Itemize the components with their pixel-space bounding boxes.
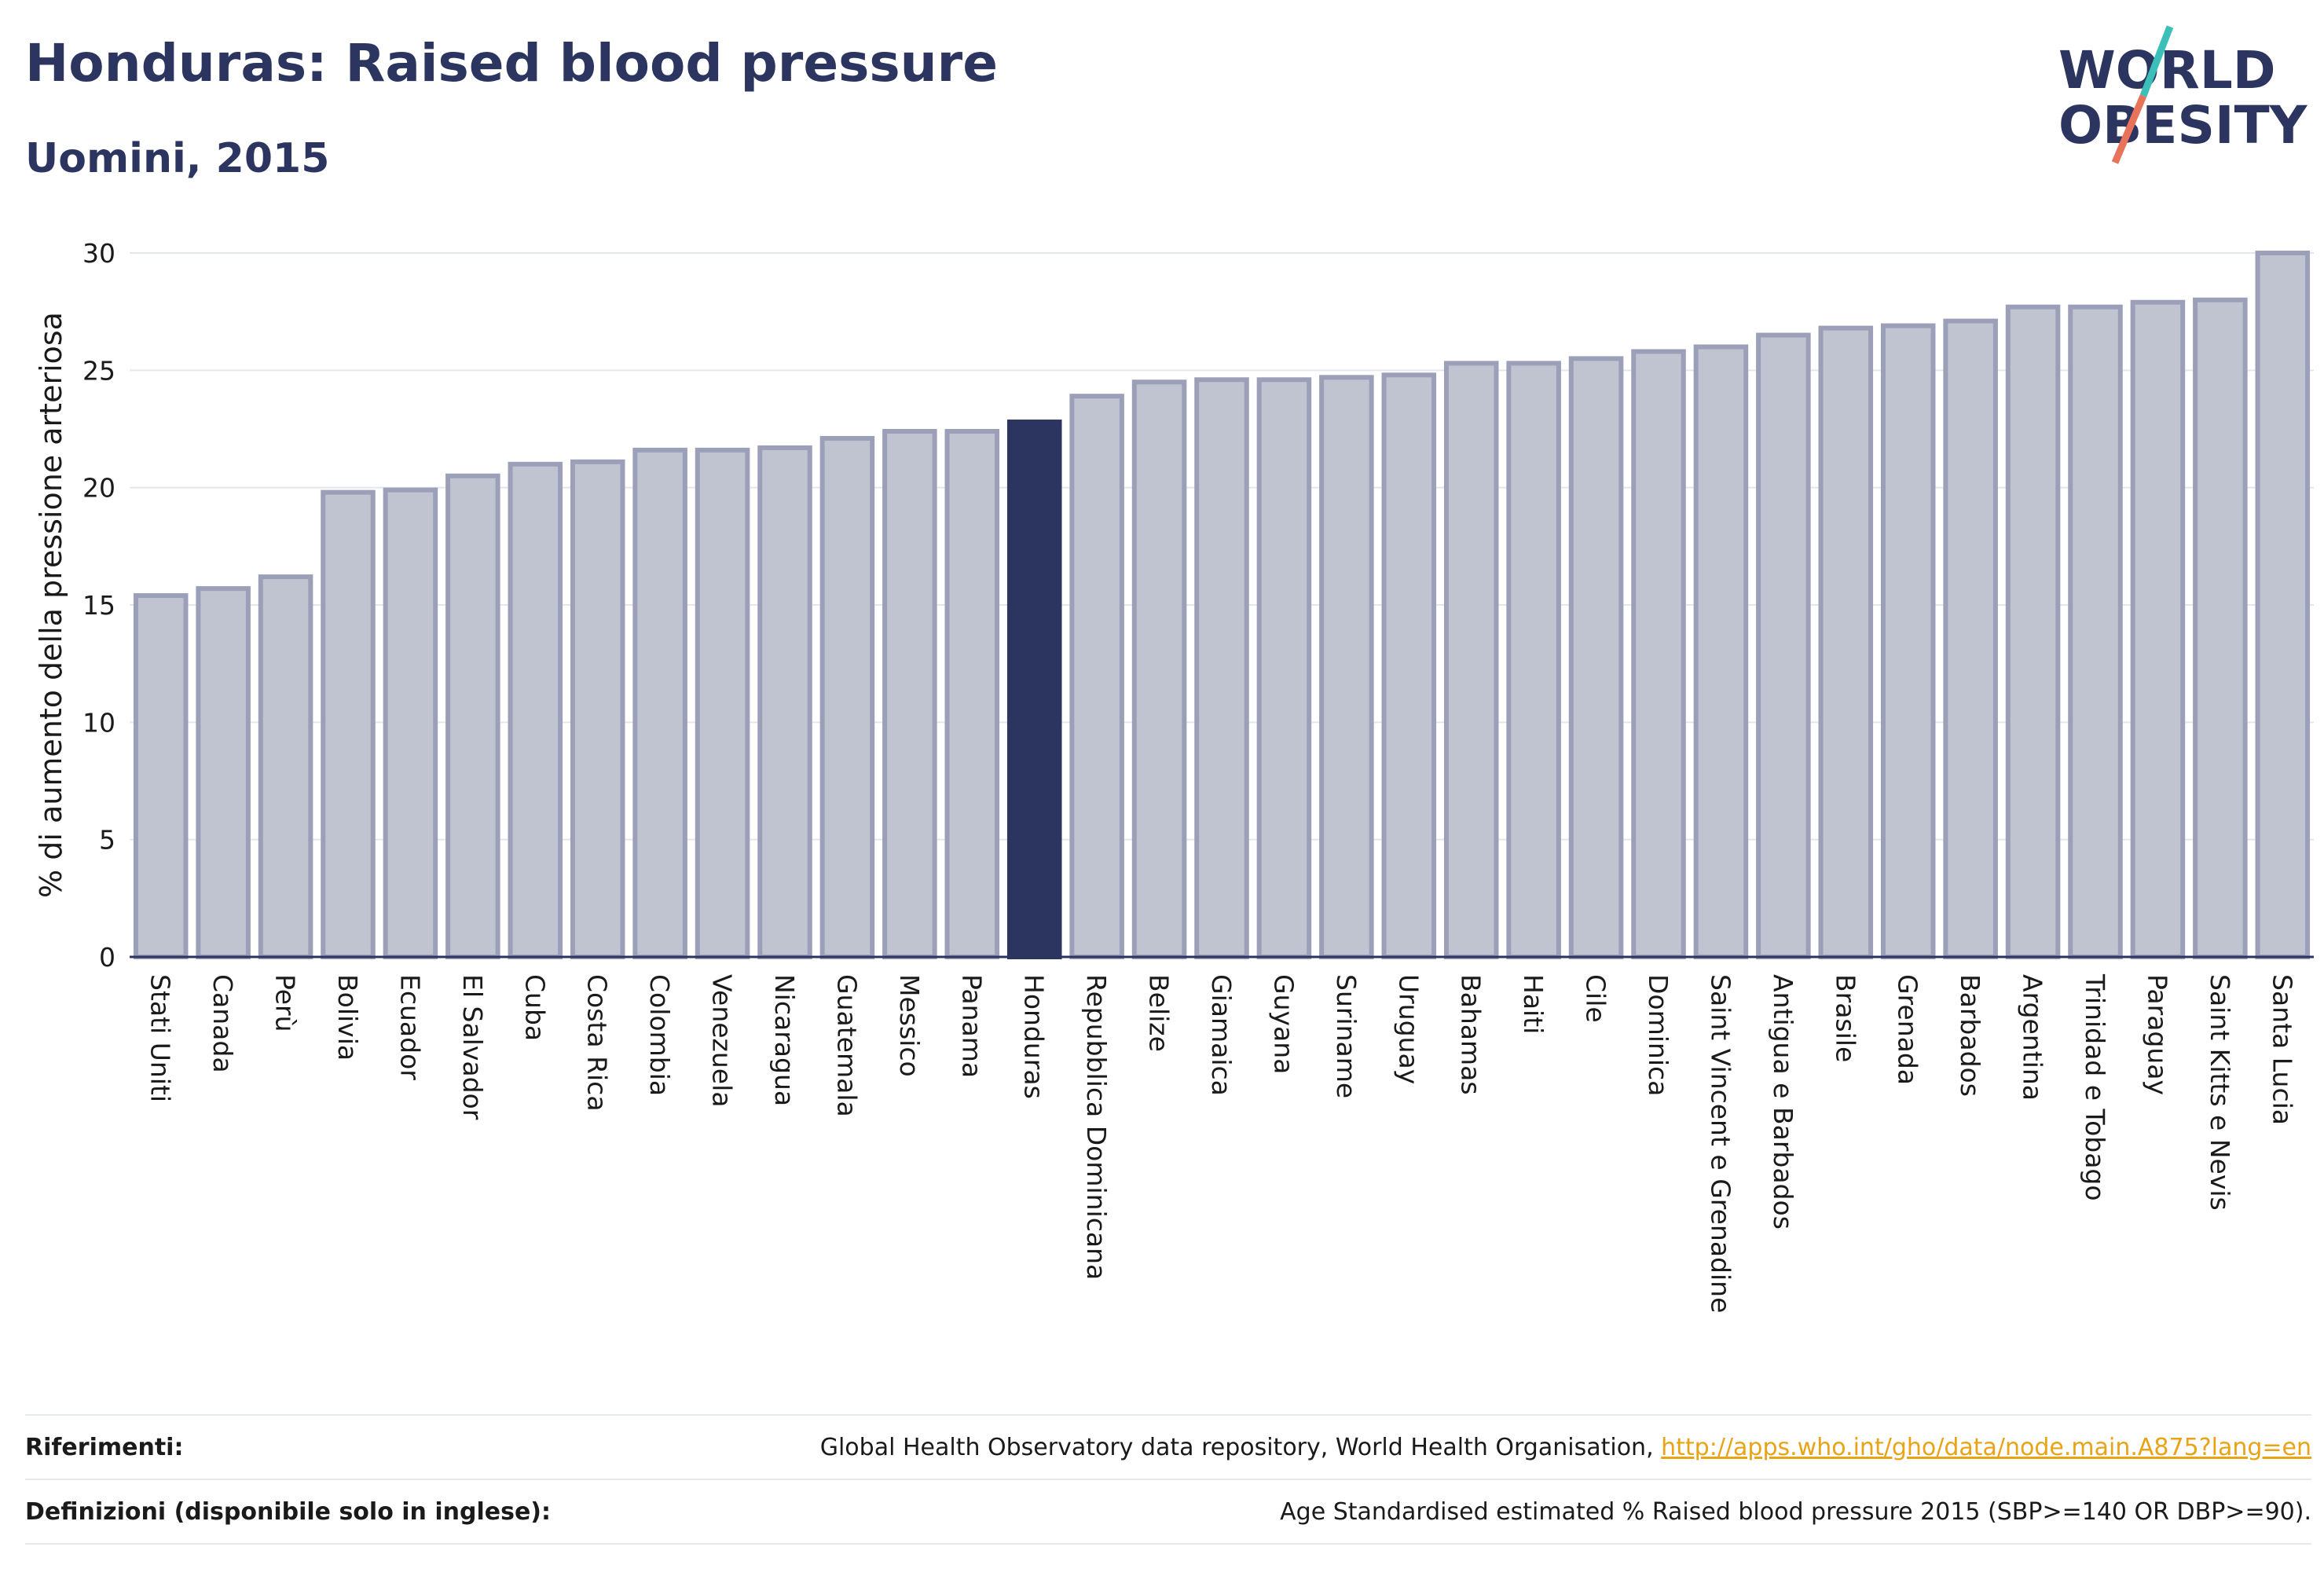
x-category-label: Cile [1581, 974, 1611, 1023]
y-tick-label: 30 [82, 238, 115, 269]
chart-subtitle: Uomini, 2015 [25, 135, 330, 182]
x-category-label: Costa Rica [582, 974, 613, 1112]
bar [445, 473, 500, 959]
x-category-label: Nicaragua [769, 974, 800, 1106]
bar [695, 447, 750, 959]
references-text: Global Health Observatory data repositor… [819, 1433, 1662, 1461]
bar [1443, 361, 1499, 959]
bar [2005, 304, 2061, 959]
x-category-label: Canada [207, 974, 238, 1073]
x-category-label: Barbados [1955, 974, 1985, 1097]
x-category-label: Brasile [1830, 974, 1860, 1062]
bar [1880, 323, 1936, 959]
x-category-label: Venezuela [707, 974, 738, 1107]
y-tick-label: 25 [82, 355, 115, 386]
x-category-label: Messico [894, 974, 925, 1077]
x-category-label: Saint Kitts e Nevis [2205, 974, 2235, 1211]
bar [2130, 299, 2186, 960]
bar [1818, 325, 1874, 960]
world-obesity-logo: WORLD OBESITY [2058, 25, 2308, 164]
x-category-label: Honduras [1019, 974, 1050, 1099]
x-category-label: Stati Uniti [145, 974, 176, 1102]
logo-line1: WORLD [2058, 40, 2276, 101]
x-category-label: Dominica [1643, 974, 1673, 1096]
x-category-label: Haiti [1518, 974, 1549, 1034]
references-row: Riferimenti: Global Health Observatory d… [25, 1414, 2311, 1479]
logo-slash-top [2139, 25, 2174, 97]
bar [508, 461, 563, 959]
x-category-label: Bolivia [332, 974, 363, 1061]
bar [882, 428, 937, 959]
bar [819, 435, 875, 959]
bar-highlighted [1006, 420, 1062, 959]
x-category-label: Guatemala [831, 974, 862, 1117]
y-tick-label: 0 [99, 942, 115, 973]
bar [570, 459, 625, 959]
x-category-label: Grenada [1893, 974, 1923, 1085]
x-category-label: Suriname [1331, 974, 1362, 1098]
bar [1631, 349, 1686, 959]
references-value: Global Health Observatory data repositor… [820, 1434, 2311, 1461]
bar [632, 447, 687, 959]
logo-slash-bottom [2111, 94, 2147, 164]
y-tick-label: 10 [82, 707, 115, 738]
x-category-label: Guyana [1268, 974, 1299, 1074]
y-tick-label: 5 [99, 825, 115, 856]
logo-line2: OBESITY [2058, 95, 2308, 156]
x-category-label: Trinidad e Tobago [2080, 973, 2110, 1201]
x-category-label: Perù [270, 974, 301, 1032]
x-category-label: Argentina [2018, 974, 2048, 1101]
bar [1506, 361, 1561, 959]
x-category-label: Ecuador [394, 974, 425, 1080]
bars [130, 251, 2314, 960]
bar [258, 574, 313, 959]
x-category-label: Cuba [519, 974, 550, 1041]
bar-chart: 0 5 10 15 20 25 30 Stati Uniti Canada Perù Bolivi… [34, 238, 2314, 1313]
bar [2193, 297, 2248, 959]
bar [1693, 344, 1749, 959]
x-category-label: Saint Vincent e Grenadine [1705, 974, 1736, 1313]
references-link[interactable]: http://apps.who.int/gho/data/node.main.A… [1661, 1433, 2311, 1461]
x-category-label: Uruguay [1393, 974, 1424, 1084]
x-category-label: Paraguay [2142, 974, 2172, 1095]
x-category-label: Colombia [644, 974, 675, 1096]
chart-title: Honduras: Raised blood pressure [25, 33, 998, 93]
bar [1943, 318, 1998, 959]
y-tick-label: 15 [82, 590, 115, 621]
x-category-label: Santa Lucia [2267, 974, 2297, 1125]
x-category-label: Belize [1144, 974, 1175, 1052]
x-category-label: El Salvador [457, 974, 488, 1120]
y-axis-ticks: 0 5 10 15 20 25 30 [82, 238, 115, 973]
bar [944, 428, 1000, 959]
bar [383, 487, 438, 959]
bar [757, 445, 812, 959]
bar [1756, 332, 1811, 959]
bar [1381, 372, 1437, 960]
bar [133, 593, 189, 959]
y-axis-label: % di aumento della pressione arteriosa [34, 312, 68, 898]
bar [1069, 394, 1124, 960]
definitions-row: Definizioni (disponibile solo in inglese… [25, 1479, 2311, 1545]
x-category-label: Panama [956, 974, 987, 1078]
bar [1131, 379, 1187, 959]
x-category-label: Repubblica Dominicana [1081, 974, 1112, 1280]
references-label: Riferimenti: [25, 1433, 184, 1461]
x-category-label: Bahamas [1456, 974, 1486, 1095]
bar [2068, 304, 2123, 959]
bar [321, 489, 376, 959]
x-category-label: Giamaica [1206, 974, 1237, 1096]
bar [1568, 356, 1624, 959]
definitions-label: Definizioni (disponibile solo in inglese… [25, 1497, 551, 1526]
bar [1319, 375, 1374, 959]
y-tick-label: 20 [82, 473, 115, 504]
x-category-label: Antigua e Barbados [1768, 974, 1798, 1230]
bar [1194, 377, 1249, 959]
bar [1256, 377, 1312, 959]
definitions-text: Age Standardised estimated % Raised bloo… [1280, 1497, 2311, 1526]
x-axis-labels: Stati Uniti Canada Perù Bolivia Ecuador El Sa… [145, 973, 2298, 1313]
bar [2255, 251, 2311, 959]
bar [196, 586, 251, 959]
